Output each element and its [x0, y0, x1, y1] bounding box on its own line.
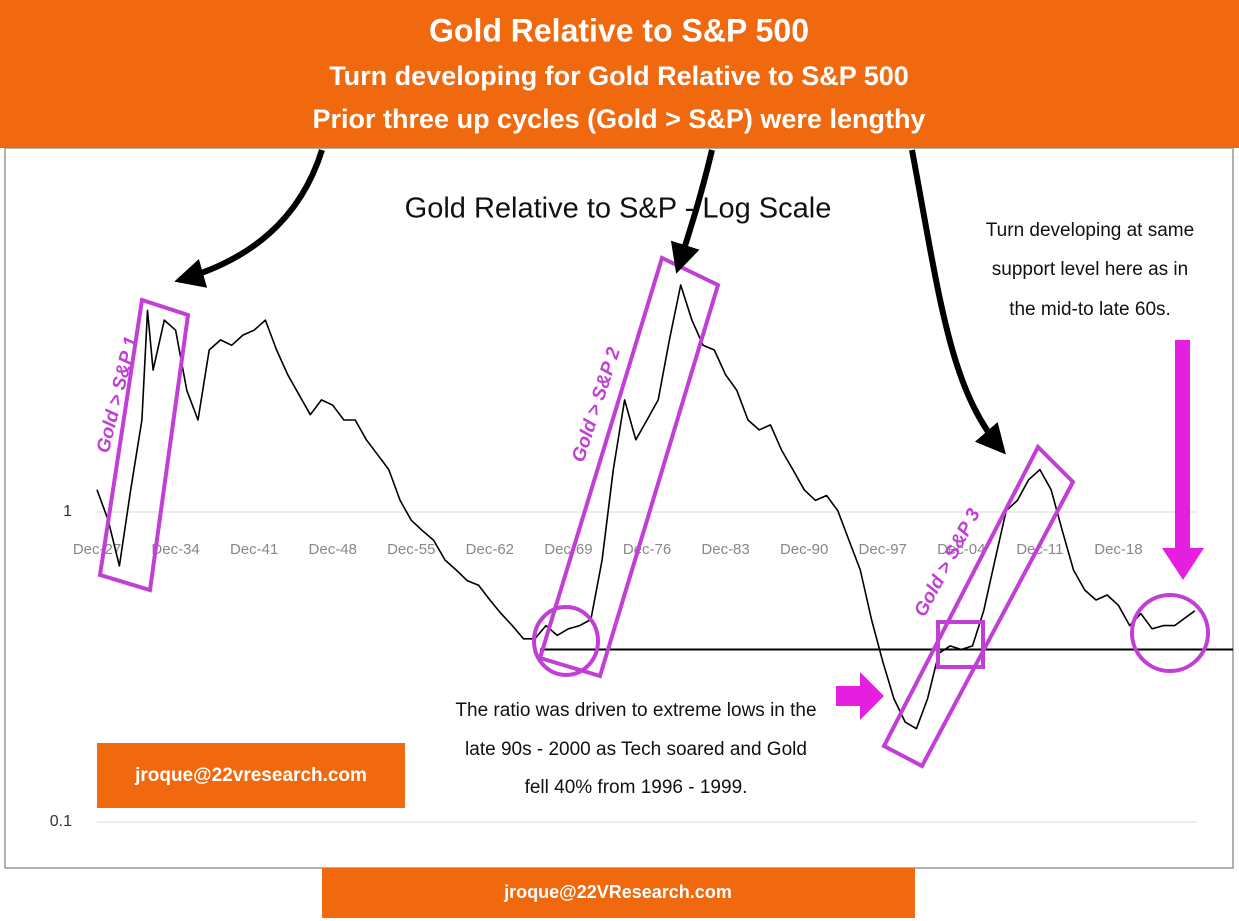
arrow: [670, 149, 715, 274]
footer-email: jroque@22VResearch.com: [503, 882, 732, 902]
arrow: [174, 149, 325, 288]
x-tick-label: Dec-11: [1016, 541, 1063, 558]
note-line: The ratio was driven to extreme lows in …: [455, 700, 816, 721]
x-tick-label: Dec-90: [780, 541, 828, 558]
down-arrow-head: [1162, 548, 1204, 580]
x-tick-label: Dec-69: [544, 541, 592, 558]
base-box: [936, 620, 985, 669]
arrow: [909, 149, 1006, 455]
right-arrow: [836, 672, 884, 720]
footer-box: [322, 868, 915, 918]
note-line: Turn developing at same: [986, 220, 1194, 241]
x-tick-label: Dec-83: [701, 541, 749, 558]
header-line: Turn developing for Gold Relative to S&P…: [329, 61, 909, 91]
email-box: [97, 743, 405, 808]
header-title: Gold Relative to S&P 500: [429, 12, 809, 48]
note-line: late 90s - 2000 as Tech soared and Gold: [465, 739, 807, 760]
x-tick-label: Dec-97: [859, 541, 907, 558]
arrows: [174, 149, 1006, 455]
x-tick-label: Dec-27: [73, 541, 121, 558]
y-tick-label: 0.1: [50, 813, 72, 830]
x-tick-label: Dec-34: [151, 541, 199, 558]
note-line: support level here as in: [992, 259, 1188, 280]
cycle-box: [97, 297, 191, 593]
x-tick-label: Dec-62: [466, 541, 514, 558]
x-tick-label: Dec-55: [387, 541, 435, 558]
plot: 0.1 1 Dec-27 Dec-34 Dec-41 Dec-48 Dec-55 Dec-62…: [50, 284, 1233, 830]
x-tick-label: Dec-48: [309, 541, 357, 558]
note-line: fell 40% from 1996 - 1999.: [525, 777, 748, 798]
base-circle: [1130, 593, 1210, 673]
x-tick-label: Dec-41: [230, 541, 278, 558]
cycle-box: [881, 443, 1076, 769]
x-tick-label: Dec-18: [1094, 541, 1142, 558]
y-tick-label: 1: [63, 503, 72, 520]
chart-title: Gold Relative to S&P - Log Scale: [405, 193, 832, 225]
x-tick-label: Dec-04: [937, 541, 985, 558]
base-circle: [532, 605, 600, 677]
header-banner: [0, 0, 1239, 148]
x-tick-label: Dec-76: [623, 541, 671, 558]
highlight-shapes: [97, 255, 1210, 769]
note-line: the mid-to late 60s.: [1009, 299, 1171, 320]
data-line: [96, 284, 1196, 730]
down-arrow: [1175, 340, 1190, 550]
email: jroque@22vresearch.com: [134, 765, 367, 786]
header-line: Prior three up cycles (Gold > S&P) were …: [313, 104, 926, 134]
